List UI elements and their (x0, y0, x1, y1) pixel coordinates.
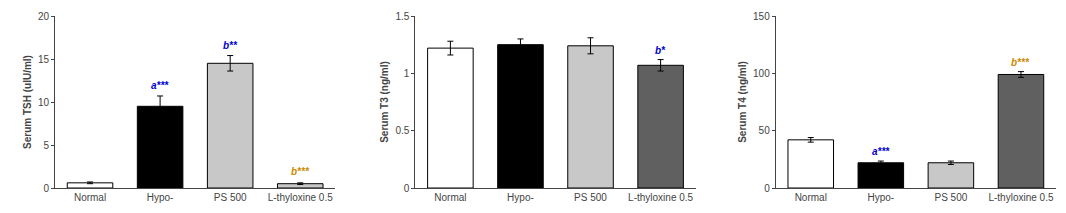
svg-text:0: 0 (764, 183, 770, 194)
svg-text:0: 0 (43, 183, 49, 194)
svg-text:a***: a*** (872, 146, 890, 157)
svg-text:PS 500: PS 500 (574, 192, 607, 203)
svg-text:Hypo-: Hypo- (867, 192, 894, 203)
svg-text:b***: b*** (1011, 57, 1030, 68)
svg-text:L-thyloxine 0.5: L-thyloxine 0.5 (268, 192, 333, 203)
svg-text:b*: b* (655, 45, 666, 56)
svg-text:Hypo-: Hypo- (507, 192, 534, 203)
svg-text:100: 100 (753, 68, 770, 79)
svg-text:150: 150 (753, 11, 770, 22)
svg-text:Serum TSH (uIU/ml): Serum TSH (uIU/ml) (22, 55, 33, 149)
svg-text:Serum T3 (ng/ml): Serum T3 (ng/ml) (379, 61, 390, 143)
svg-text:PS 500: PS 500 (214, 192, 247, 203)
svg-text:Serum T4 (ng/ml): Serum T4 (ng/ml) (737, 61, 748, 143)
svg-text:Normal: Normal (434, 192, 466, 203)
svg-text:L-thyloxine 0.5: L-thyloxine 0.5 (988, 192, 1053, 203)
svg-text:0: 0 (404, 183, 410, 194)
svg-text:50: 50 (759, 125, 771, 136)
svg-text:b***: b*** (291, 166, 310, 177)
svg-text:L-thyloxine 0.5: L-thyloxine 0.5 (628, 192, 693, 203)
svg-text:20: 20 (38, 11, 50, 22)
svg-text:0.5: 0.5 (395, 125, 409, 136)
svg-text:a***: a*** (151, 80, 169, 91)
svg-text:Hypo-: Hypo- (147, 192, 174, 203)
svg-text:Normal: Normal (74, 192, 106, 203)
svg-text:Normal: Normal (795, 192, 827, 203)
svg-text:1: 1 (404, 68, 410, 79)
svg-text:b**: b** (223, 40, 238, 51)
svg-text:1.5: 1.5 (395, 11, 409, 22)
svg-text:15: 15 (38, 54, 50, 65)
svg-text:10: 10 (38, 97, 50, 108)
svg-text:PS 500: PS 500 (934, 192, 967, 203)
svg-text:5: 5 (43, 140, 49, 151)
